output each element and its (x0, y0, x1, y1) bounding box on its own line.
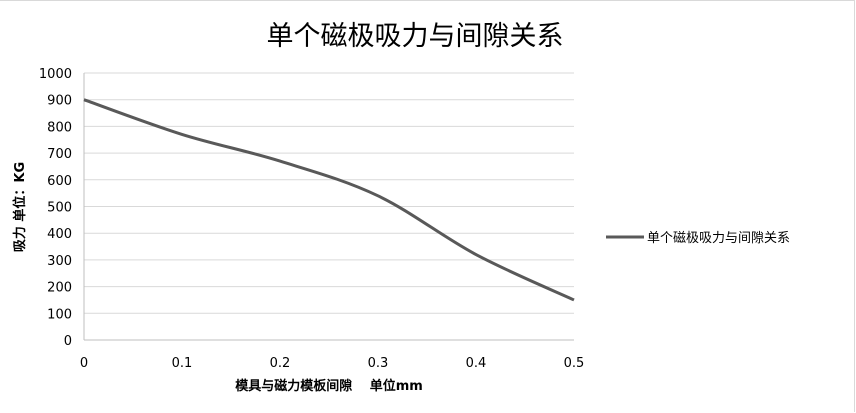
x-axis-label: 模具与磁力模板间隙 单位mm (235, 378, 423, 394)
y-tick-label: 600 (47, 174, 72, 189)
y-tick-label: 400 (47, 227, 72, 242)
x-tick-label: 0.5 (564, 356, 585, 371)
y-tick-label: 500 (47, 201, 72, 216)
y-axis-label: 吸力 单位：KG (12, 162, 28, 252)
y-tick-label: 800 (47, 120, 72, 135)
y-tick-label: 300 (47, 254, 72, 269)
legend-label: 单个磁极吸力与间隙关系 (647, 231, 790, 246)
y-tick-label: 1000 (39, 67, 72, 82)
x-tick-label: 0.2 (270, 356, 291, 371)
x-tick-label: 0.1 (172, 356, 193, 371)
x-tick-label: 0.4 (466, 356, 487, 371)
y-tick-label: 900 (47, 94, 72, 109)
y-tick-label: 0 (64, 334, 72, 349)
series-line (83, 98, 575, 302)
chart-title: 单个磁极吸力与间隙关系 (267, 21, 564, 52)
x-tick-label: 0 (80, 356, 88, 371)
y-tick-label: 100 (47, 307, 72, 322)
y-tick-label: 200 (47, 281, 72, 296)
y-tick-label: 700 (47, 147, 72, 162)
x-tick-label: 0.3 (368, 356, 389, 371)
